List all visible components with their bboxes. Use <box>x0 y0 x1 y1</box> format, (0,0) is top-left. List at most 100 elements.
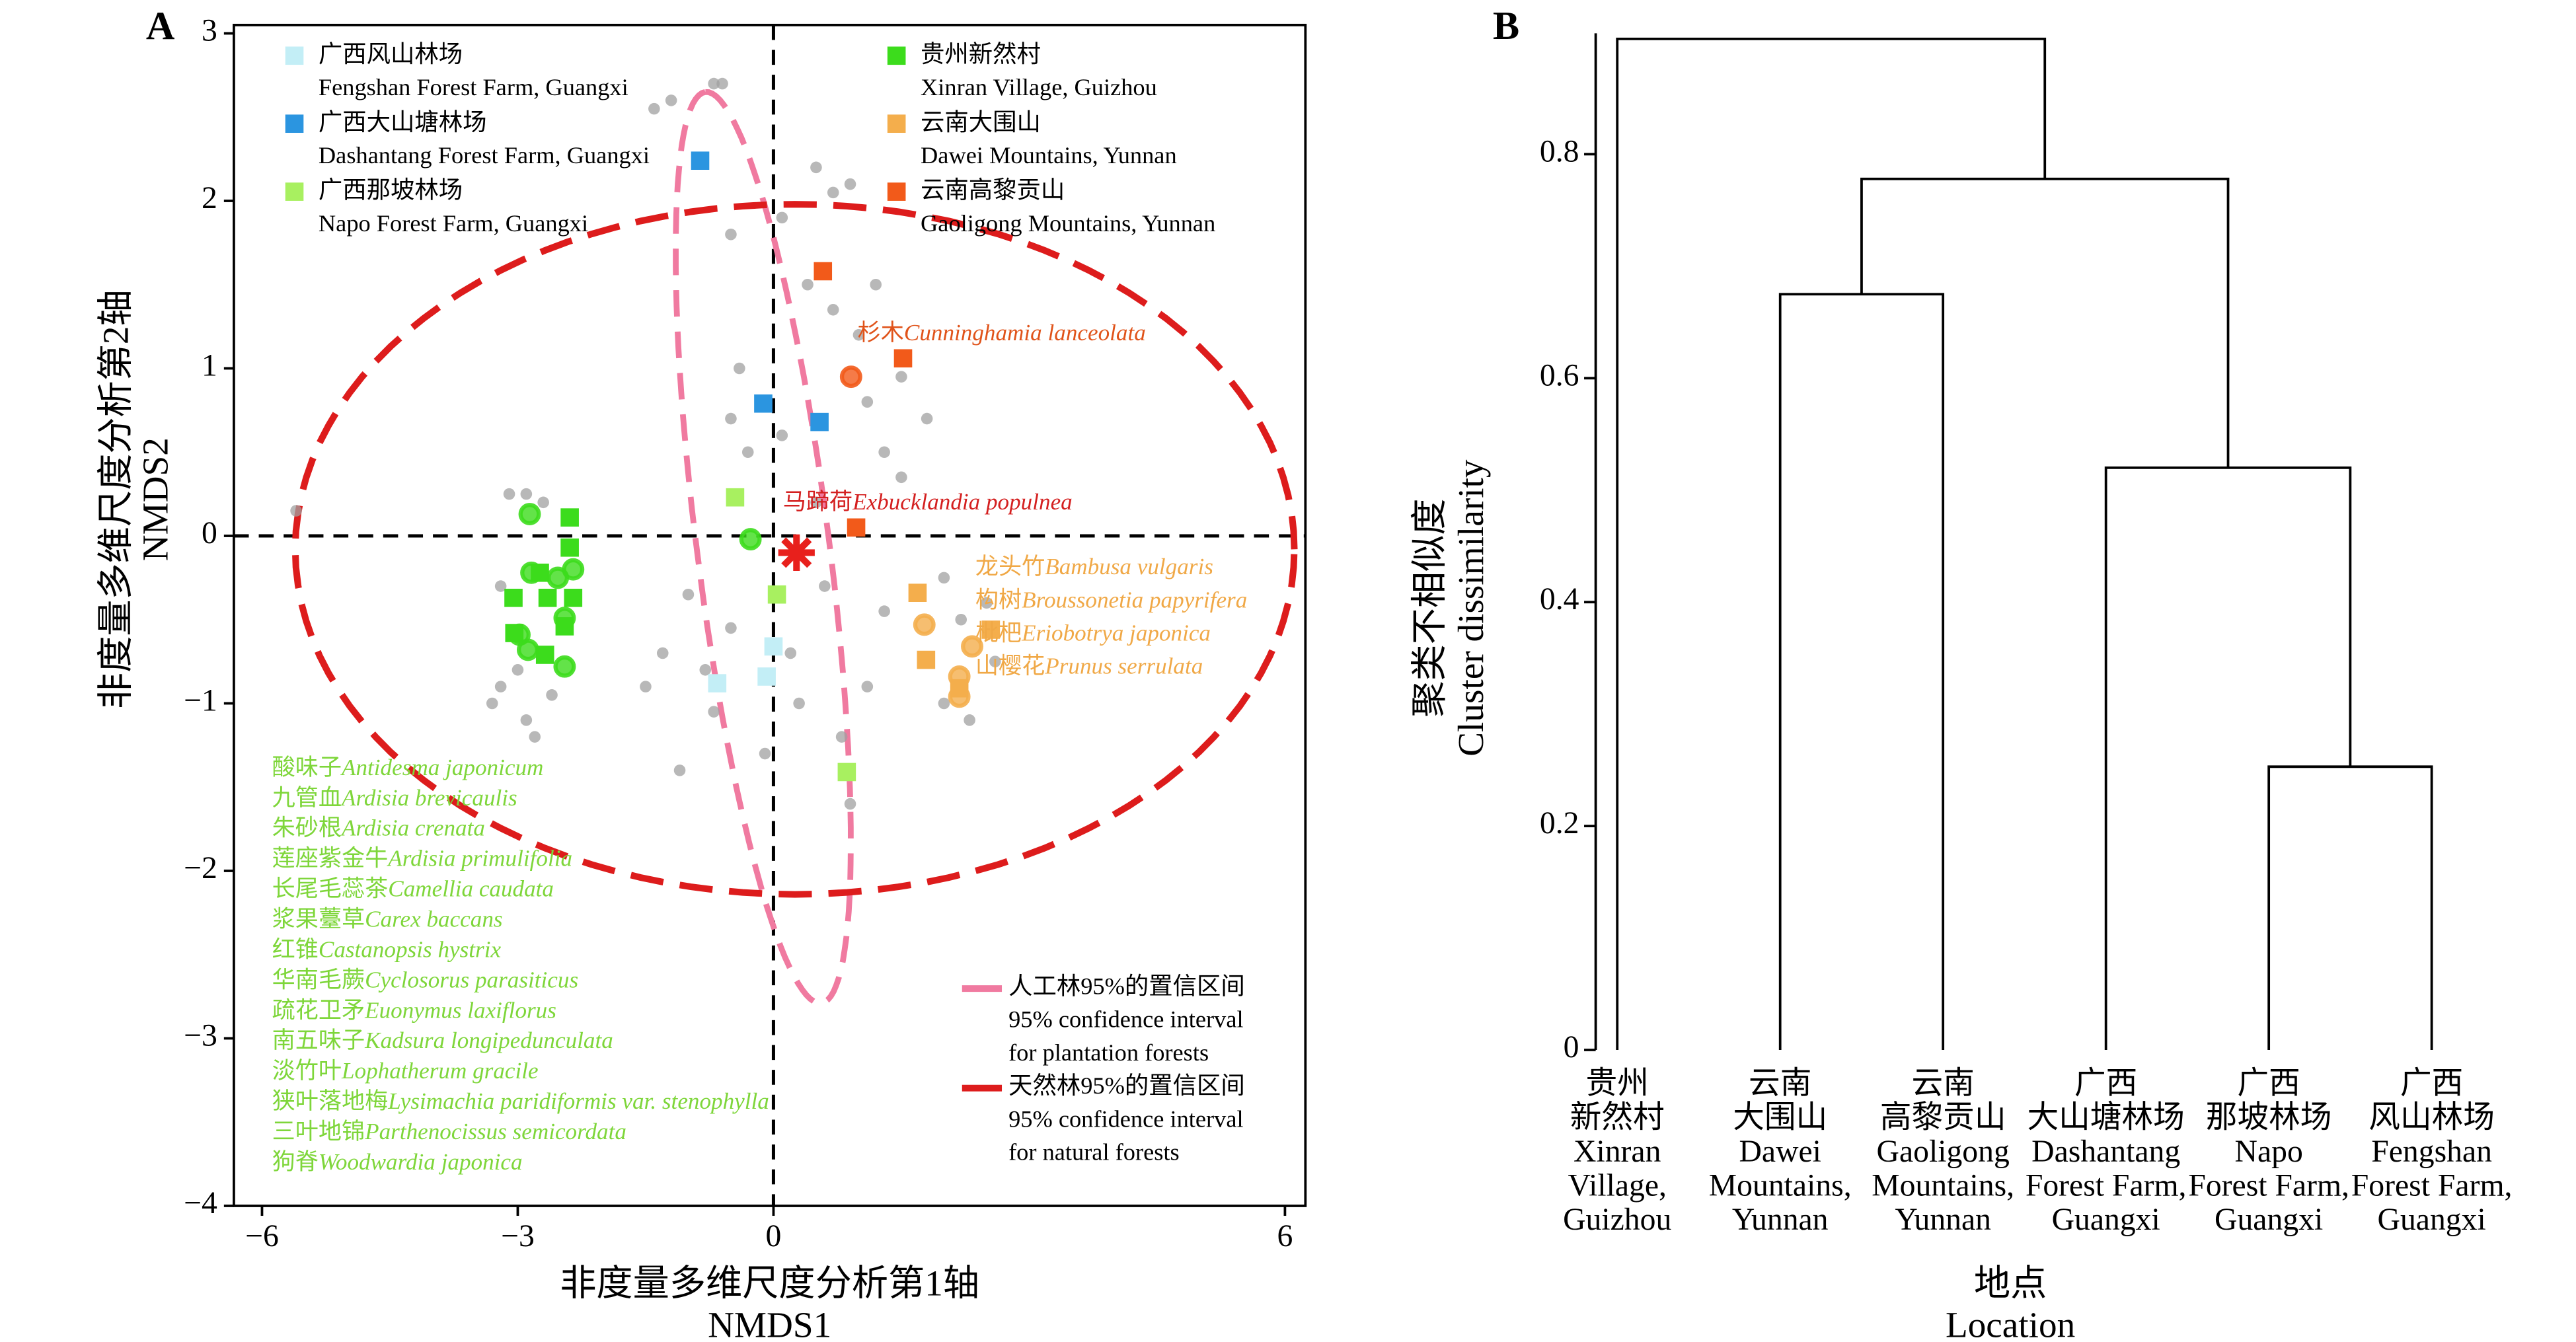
point <box>708 706 720 718</box>
legend-label: Xinran Village, Guizhou <box>921 74 1157 100</box>
leaf-label: Napo <box>2235 1135 2303 1169</box>
species-name-latin: Ardisia brevicaulis <box>340 785 517 811</box>
point <box>878 446 890 459</box>
legend-label: Dawei Mountains, Yunnan <box>921 142 1177 168</box>
legend-label: 天然林95%的置信区间 <box>1008 1072 1245 1099</box>
species-name-zh: 华南毛蕨 <box>272 967 365 992</box>
species-name-latin: Bambusa vulgaris <box>1045 554 1213 579</box>
y-axis-label: NMDS2 <box>135 437 176 561</box>
legend-swatch <box>887 182 906 201</box>
dendrogram-branch <box>2267 765 2433 1051</box>
point <box>716 77 728 90</box>
species-label: 山樱花Prunus serrulata <box>975 653 1203 679</box>
species-name-latin: Broussonetia papyrifera <box>1022 587 1247 613</box>
point <box>546 689 558 701</box>
point <box>516 638 539 661</box>
y-tick-label: 3 <box>202 13 217 48</box>
species-label: 长尾毛蕊茶Camellia caudata <box>272 876 554 902</box>
point <box>989 655 1001 667</box>
species-name-latin: Cunninghamia lanceolata <box>904 320 1146 346</box>
point <box>893 349 913 368</box>
species-label: 疏花卫矛Euonymus laxiflorus <box>272 997 556 1023</box>
point <box>964 714 975 726</box>
point <box>908 583 927 602</box>
point <box>844 178 856 190</box>
point <box>494 681 507 692</box>
point <box>757 667 776 686</box>
point <box>486 697 498 710</box>
point <box>810 412 829 431</box>
species-label: 枇杷Eriobotrya japonica <box>975 620 1211 646</box>
point <box>810 161 822 174</box>
x-axis-label: 地点 <box>1974 1263 2047 1304</box>
species-name-zh: 红锥 <box>272 937 319 963</box>
species-name-latin: Lophatherum gracile <box>341 1058 539 1084</box>
point <box>870 278 882 291</box>
point <box>553 607 576 630</box>
y-tick-label: −2 <box>184 851 217 885</box>
species-label: 三叶地锦Parthenocissus semicordata <box>272 1119 626 1144</box>
point <box>503 488 515 500</box>
leaf-label: Xinran <box>1573 1135 1661 1169</box>
point <box>793 697 805 710</box>
species-name-zh: 疏花卫矛 <box>272 997 365 1023</box>
x-axis-label: NMDS1 <box>708 1304 831 1342</box>
point <box>741 446 754 459</box>
species-name-latin: Lysimachia paridiformis var. stenophylla <box>387 1088 769 1114</box>
y-axis-label: Cluster dissimilarity <box>1451 459 1491 757</box>
legend-label: Gaoligong Mountains, Yunnan <box>921 210 1215 237</box>
species-name-latin: Camellia caudata <box>388 876 554 902</box>
point <box>691 151 710 170</box>
point <box>810 496 822 509</box>
species-name-zh: 马蹄荷 <box>783 489 852 515</box>
y-tick-label: −4 <box>184 1186 217 1220</box>
leaf-label: Forest Farm, <box>2026 1169 2187 1203</box>
legend-label: 广西大山塘林场 <box>319 109 487 135</box>
species-name-latin: Cyclosorus parasiticus <box>365 967 578 992</box>
leaf-label: Guangxi <box>2052 1203 2160 1237</box>
point <box>819 580 831 592</box>
confidence-ellipse <box>673 89 854 1006</box>
point <box>754 394 773 413</box>
legend-label: Dashantang Forest Farm, Guangxi <box>319 142 650 168</box>
point <box>847 518 866 537</box>
leaf-label: 高黎贡山 <box>1880 1101 2006 1135</box>
point <box>504 588 523 607</box>
point <box>767 585 786 604</box>
point <box>878 605 890 617</box>
point <box>537 496 549 509</box>
y-tick-label: 0 <box>1564 1030 1579 1064</box>
point <box>835 731 848 743</box>
point <box>726 488 745 507</box>
dendrogram-branch <box>1860 177 2230 468</box>
species-name-latin: Exbucklandia populnea <box>852 489 1073 515</box>
leaf-label: 贵州 <box>1586 1066 1649 1101</box>
species-name-zh: 淡竹叶 <box>272 1058 342 1084</box>
x-tick-label: 6 <box>1277 1219 1293 1253</box>
x-axis-label: Location <box>1946 1304 2075 1342</box>
point <box>938 572 950 584</box>
species-label: 九管血Ardisia brevicaulis <box>272 785 517 811</box>
species-label: 朱砂根Ardisia crenata <box>272 815 485 841</box>
legend-label: 贵州新然村 <box>921 41 1041 67</box>
point <box>948 685 971 708</box>
point <box>913 613 936 636</box>
leaf-label: Mountains, <box>1872 1169 2014 1203</box>
leaf-label: Forest Farm, <box>2188 1169 2349 1203</box>
point <box>961 635 983 658</box>
species-name-latin: Parthenocissus semicordata <box>364 1119 626 1144</box>
point <box>784 647 797 659</box>
point <box>802 278 814 291</box>
leaf-label: Mountains, <box>1709 1169 1852 1203</box>
species-label: 华南毛蕨Cyclosorus parasiticus <box>272 967 578 992</box>
species-name-latin: Antidesma japonicum <box>340 755 543 780</box>
point <box>682 588 695 601</box>
point <box>520 488 533 500</box>
species-name-zh: 九管血 <box>272 785 342 811</box>
legend-label: 云南高黎贡山 <box>921 177 1065 204</box>
species-name-zh: 山樱花 <box>975 653 1045 679</box>
point <box>764 637 783 656</box>
point <box>814 262 833 281</box>
point <box>511 664 524 676</box>
leaf-label: Gaoligong <box>1877 1135 2010 1169</box>
